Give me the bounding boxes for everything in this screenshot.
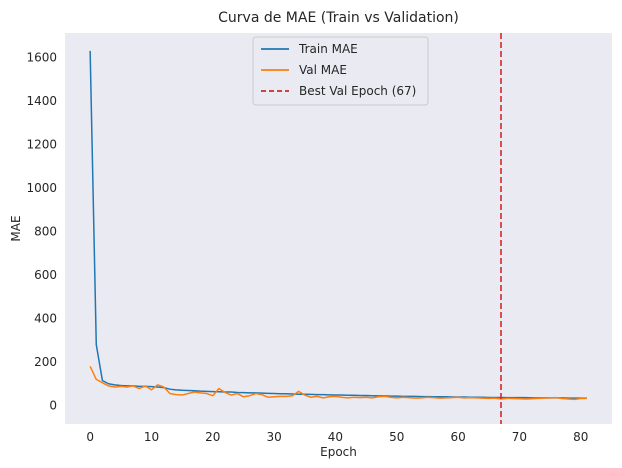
y-tick-label: 1000 <box>26 181 57 195</box>
x-tick-label: 10 <box>144 430 159 444</box>
y-tick-label: 1400 <box>26 94 57 108</box>
y-tick-label: 1600 <box>26 50 57 64</box>
series-line-val-mae <box>89 366 587 401</box>
x-tick-label: 80 <box>573 430 588 444</box>
x-tick-label: 20 <box>205 430 220 444</box>
legend-label: Train MAE <box>298 42 358 56</box>
y-tick-label: 400 <box>34 311 57 325</box>
x-axis-label: Epoch <box>320 445 357 459</box>
ticks-layer: 0 10 20 30 40 50 60 70 8002004006008001000120014… <box>26 50 588 444</box>
x-tick-label: 60 <box>450 430 465 444</box>
y-tick-label: 200 <box>34 355 57 369</box>
y-tick-label: 1200 <box>26 137 57 151</box>
series-layer <box>89 33 587 424</box>
y-tick-label: 600 <box>34 268 57 282</box>
series-line-train-mae <box>89 50 587 399</box>
x-tick-label: 40 <box>328 430 343 444</box>
legend-box <box>252 36 429 106</box>
x-tick-label: 70 <box>512 430 527 444</box>
legend-label: Val MAE <box>299 63 347 77</box>
legend: Train MAE Val MAE Best Val Epoch (67) <box>252 36 429 106</box>
x-tick-label: 30 <box>266 430 281 444</box>
legend-label: Best Val Epoch (67) <box>299 84 416 98</box>
y-tick-label: 0 <box>49 399 57 413</box>
x-tick-label: 50 <box>389 430 404 444</box>
y-axis-label: MAE <box>9 215 23 241</box>
chart-title: Curva de MAE (Train vs Validation) <box>218 10 459 26</box>
x-tick-label: 0 <box>86 430 94 444</box>
y-tick-label: 800 <box>34 224 57 238</box>
